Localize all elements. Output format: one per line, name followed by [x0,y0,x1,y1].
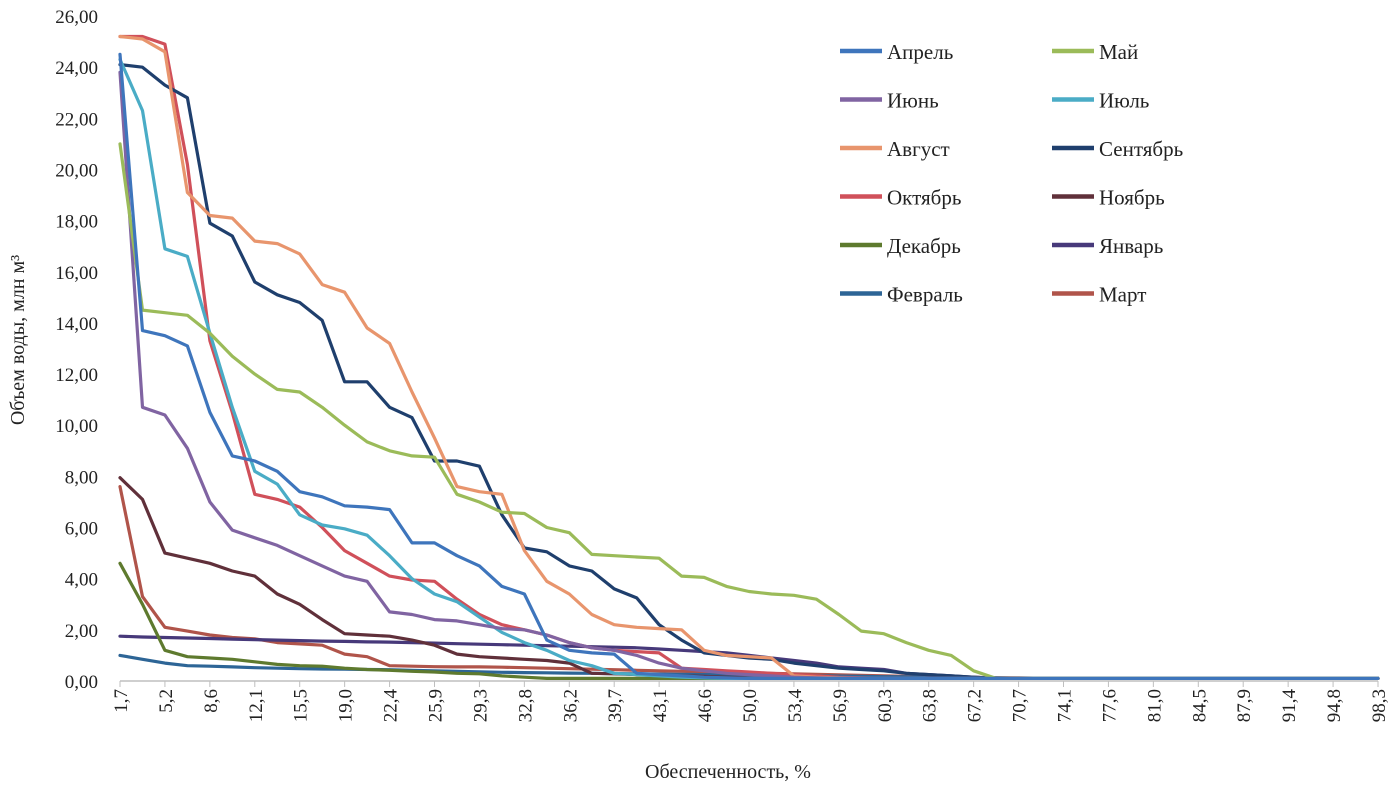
series-line-6 [118,62,1380,681]
legend-label: Декабрь [887,234,961,258]
x-tick-label: 63,8 [920,689,941,722]
x-tick-label: 12,1 [246,689,267,722]
y-tick-label: 24,00 [55,58,98,79]
x-tick-label: 94,8 [1324,689,1345,722]
legend-label: Август [887,137,950,161]
legend-label: Ноябрь [1099,186,1165,210]
x-tick-label: 91,4 [1279,689,1300,723]
y-tick-label: 12,00 [55,365,98,386]
x-axis-title: Обеспеченность, % [645,761,811,783]
y-tick-label: 22,00 [55,109,98,130]
x-tick-label: 32,8 [515,689,536,722]
x-tick-label: 70,7 [1010,689,1031,722]
y-tick-label: 8,00 [65,467,98,488]
y-tick-label: 20,00 [55,160,98,181]
x-tick-label: 29,3 [470,689,491,722]
x-tick-label: 84,5 [1189,689,1210,722]
x-tick-label: 1,7 [111,689,132,713]
x-tick-label: 67,2 [965,689,986,722]
series-lines-layer [118,34,1380,681]
x-tick-label: 98,3 [1369,689,1390,722]
legend-label: Июнь [887,89,939,113]
x-tick-label: 25,9 [426,689,447,722]
x-tick-label: 8,6 [201,689,222,713]
series-line-7 [118,34,1380,681]
x-tick-label: 77,6 [1099,689,1120,722]
x-tick-label: 56,9 [830,689,851,722]
series-line-9 [118,561,1380,681]
y-axis-title: Объем воды, млн м³ [7,255,29,425]
y-tick-label: 16,00 [55,263,98,284]
y-tick-label: 0,00 [65,672,98,693]
x-tick-label: 19,0 [336,689,357,722]
y-tick-label: 26,00 [55,7,98,28]
x-tick-label: 15,5 [291,689,312,722]
legend-label: Май [1099,40,1138,64]
legend-label: Март [1099,283,1146,307]
series-line-5 [118,34,1380,681]
x-tick-label: 60,3 [875,689,896,722]
y-tick-label: 4,00 [65,570,98,591]
x-tick-label: 50,0 [740,689,761,722]
x-tick-label: 43,1 [650,689,671,722]
legend-label: Январь [1099,234,1163,258]
series-line-8 [118,476,1380,681]
axes-layer: 0,00 2,00 4,00 6,00 8,00 10,00 12,00 14,00 16,00… [55,7,1390,722]
legend-label: Апрель [887,40,953,64]
x-tick-label: 74,1 [1055,689,1076,722]
series-line-1 [118,52,1380,681]
legend-label: Октябрь [887,186,961,210]
y-tick-label: 6,00 [65,519,98,540]
x-tick-label: 81,0 [1144,689,1165,722]
series-line-2 [118,142,1380,681]
x-tick-label: 22,4 [381,689,402,723]
x-tick-label: 46,6 [695,689,716,722]
y-tick-label: 10,00 [55,416,98,437]
y-tick-label: 14,00 [55,314,98,335]
series-line-4 [118,57,1380,681]
x-tick-label: 36,2 [560,689,581,722]
legend-label: Июль [1099,89,1149,113]
legend-label: Сентябрь [1099,137,1183,161]
x-tick-label: 53,4 [785,689,806,723]
legend-label: Февраль [887,283,963,307]
y-tick-label: 18,00 [55,212,98,233]
series-line-3 [118,70,1380,681]
x-tick-label: 87,9 [1234,689,1255,722]
y-tick-label: 2,00 [65,621,98,642]
x-tick-label: 39,7 [605,689,626,722]
x-tick-label: 5,2 [156,689,177,713]
legend: Апрель Май Июнь Июль Август Сентябрь Октябрь Но… [840,40,1183,307]
